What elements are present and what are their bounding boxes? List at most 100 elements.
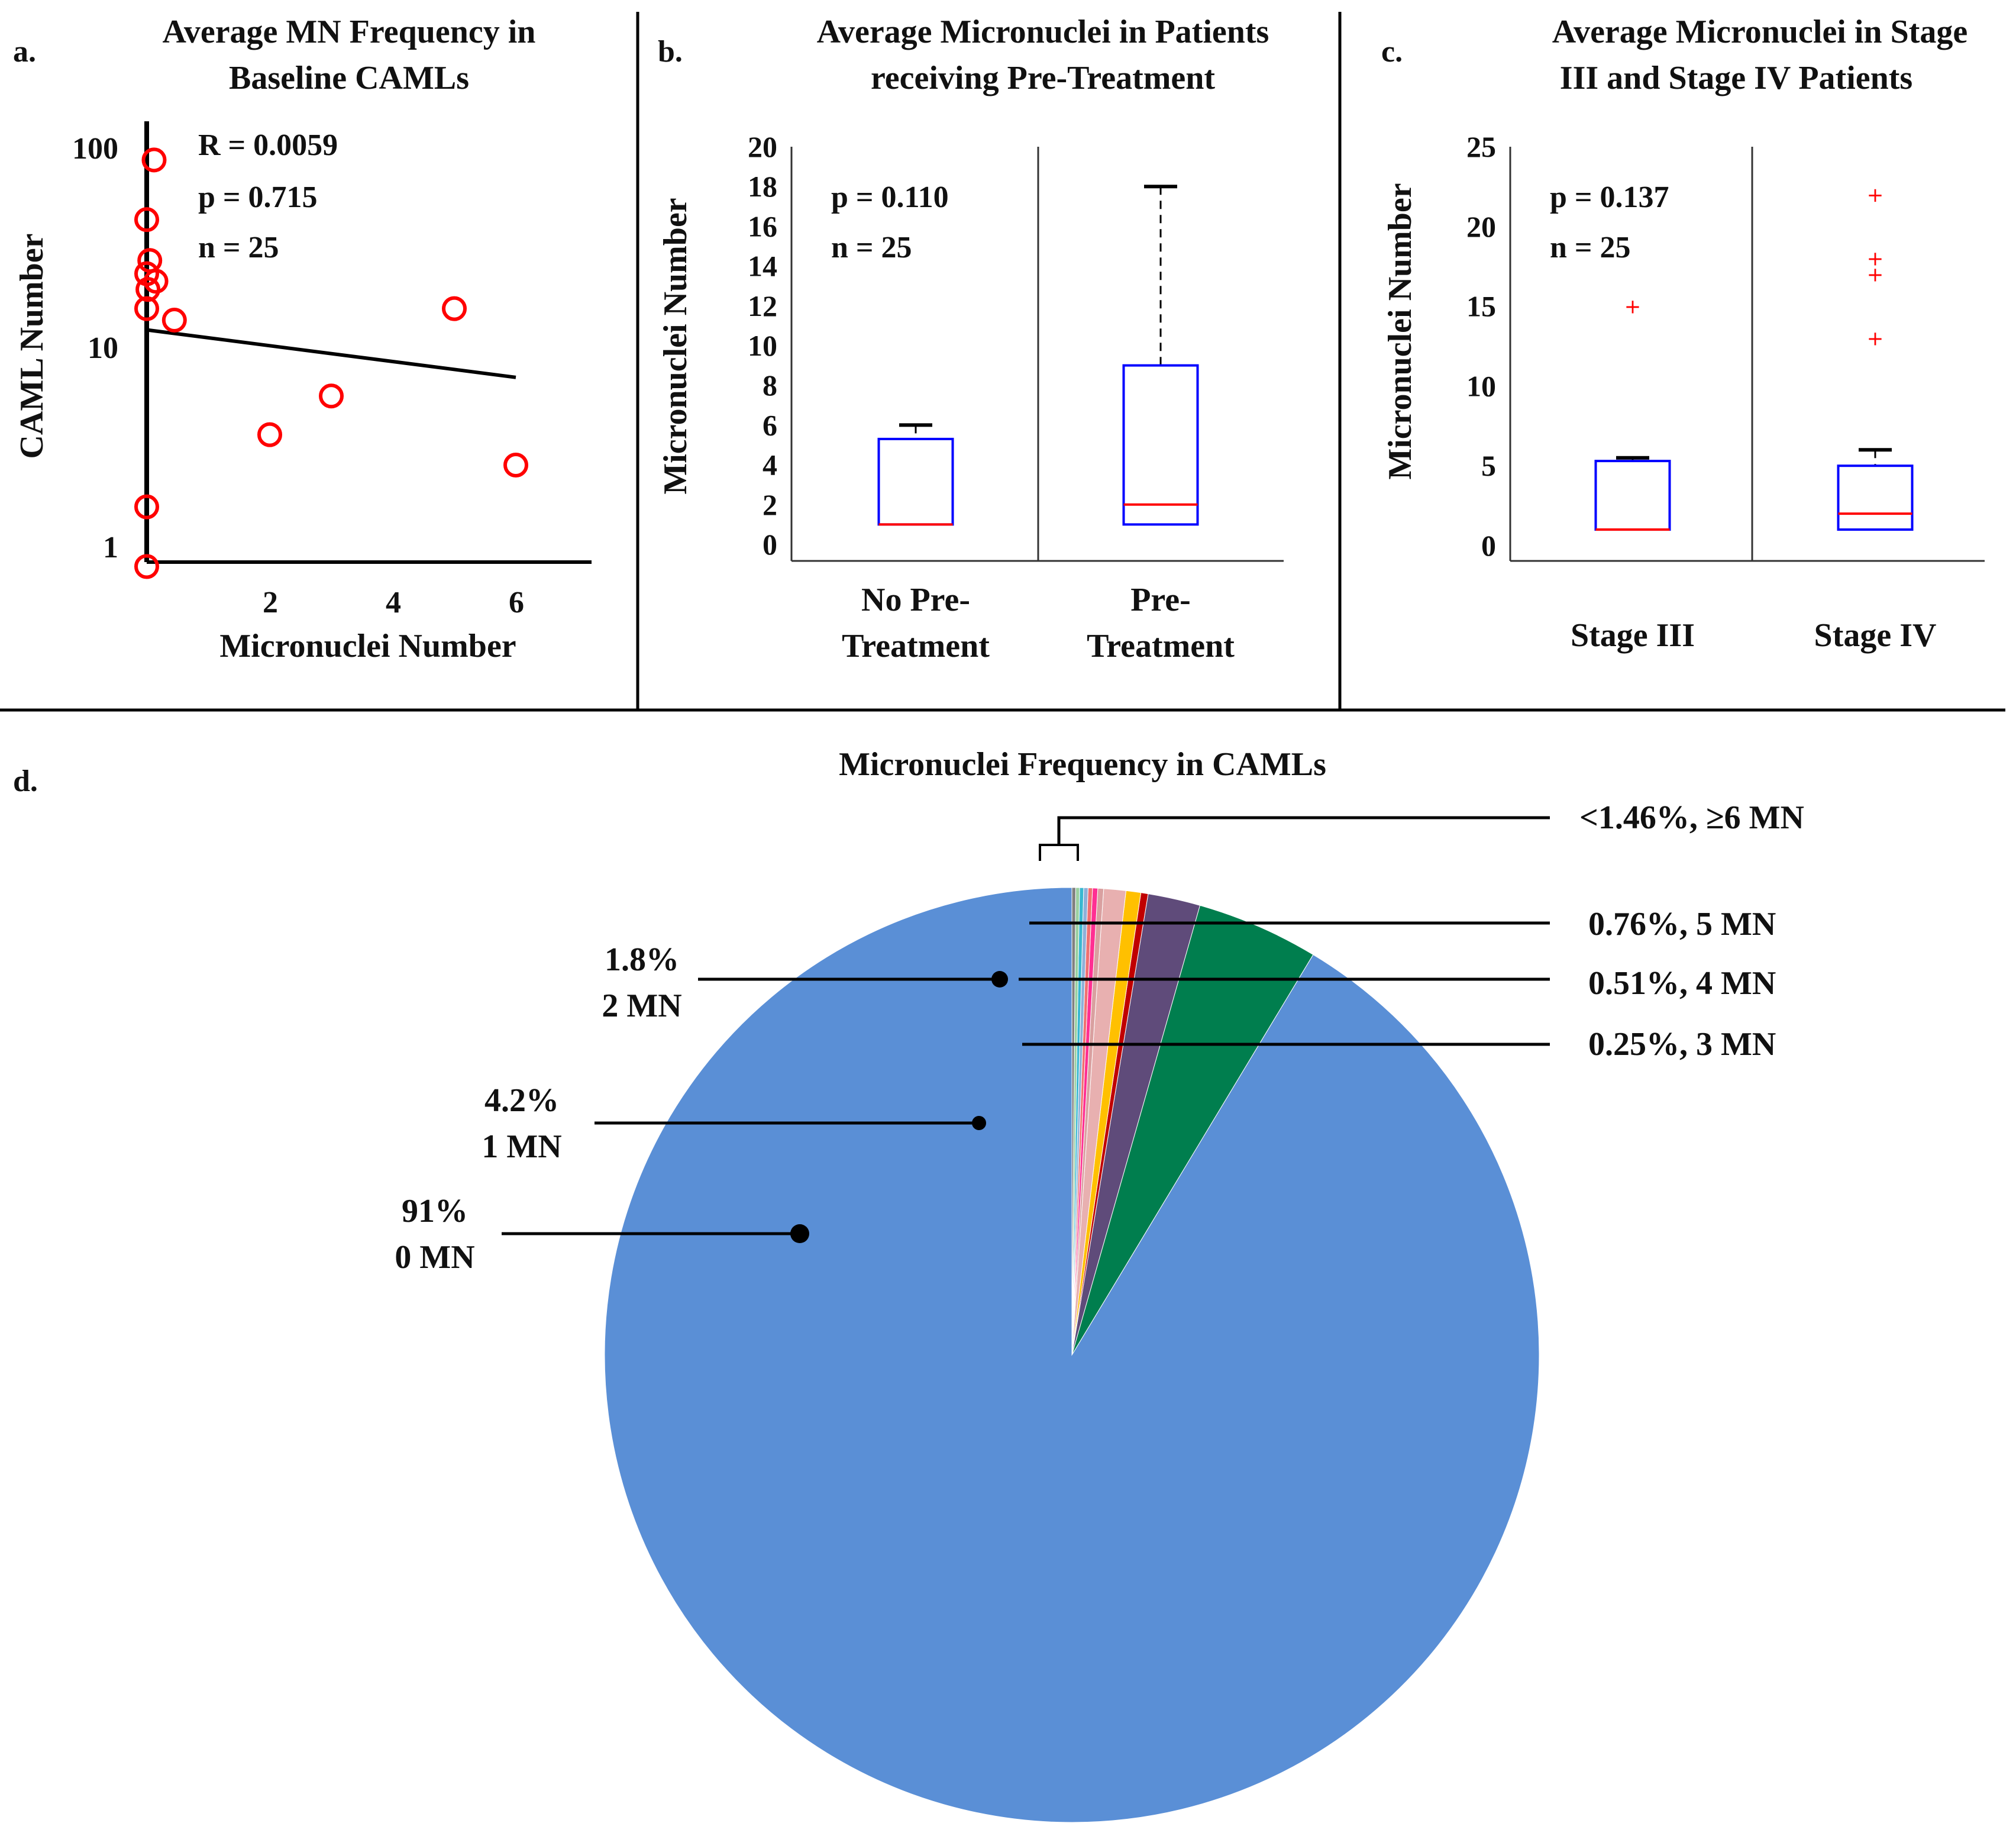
panel-b-ytick-12: 12 (748, 289, 777, 322)
panel-b-ytick-16: 16 (748, 209, 777, 243)
panel-c-ytick-15: 15 (1466, 290, 1496, 323)
panel-a-stat-p: p = 0.715 (198, 180, 318, 214)
scatter-point-10 (257, 422, 282, 447)
trend-line (146, 328, 516, 379)
panel-b-ytick-6: 6 (763, 408, 777, 441)
label-4mn: 0.51%, 4 MN (1588, 965, 1776, 1002)
panel-c-outlier-1-2: + (1867, 247, 1884, 271)
scatter-point-0 (141, 147, 167, 173)
scatter-point-13 (134, 554, 159, 579)
panel-c-outlier-1-1: + (1867, 263, 1884, 287)
panel-c-ytick-25: 25 (1466, 130, 1496, 163)
panel-d-letter: d. (13, 764, 38, 798)
scatter-point-1 (134, 207, 159, 233)
panel-b-group1-label-line1: No Pre- (861, 582, 970, 618)
label-0mn-pct: 91% (402, 1193, 468, 1230)
panel-a-letter: a. (13, 35, 36, 69)
panel-a-stat-r: R = 0.0059 (198, 128, 338, 162)
panel-c-ytick-0: 0 (1481, 529, 1496, 562)
leader-2mn-dot (991, 971, 1008, 988)
panel-b-group2-label-line2: Treatment (1087, 628, 1235, 664)
scatter-point-5 (135, 277, 161, 302)
panel-b-ytick-20: 20 (748, 130, 777, 163)
panel-c-ytick-10: 10 (1466, 369, 1496, 402)
scatter-point-11 (503, 452, 528, 477)
leader-1mn-dot (972, 1116, 986, 1130)
panel-c-ylabel: Micronuclei Number (1382, 183, 1419, 479)
panel-b-stat-p: p = 0.110 (831, 180, 949, 214)
panel-c-letter: c. (1381, 35, 1403, 69)
scatter-point-9 (319, 383, 344, 409)
panel-b-y-ticks: 0 2 4 6 8 10 12 14 16 18 20 (748, 130, 777, 561)
panel-a-xtick-4: 4 (386, 586, 401, 619)
scatter-point-4 (143, 269, 169, 294)
panel-c-ytick-5: 5 (1481, 449, 1496, 482)
panel-b-stat-n: n = 25 (831, 231, 912, 264)
panel-c: c. Average Micronuclei in Stage III and … (1381, 14, 1985, 654)
panel-a-trend (146, 328, 516, 379)
panel-b-ytick-2: 2 (763, 488, 777, 521)
panel-c-title-line1: Average Micronuclei in Stage (1552, 14, 1967, 50)
panel-b: b. Average Micronuclei in Patients recei… (657, 14, 1284, 664)
leader-6mn-bracket (1039, 844, 1079, 861)
label-6mn: <1.46%, ≥6 MN (1579, 799, 1804, 836)
panel-a-xtick-6: 6 (509, 586, 524, 619)
panel-a: a. Average MN Frequency in Baseline CAML… (13, 14, 592, 664)
panel-c-ytick-20: 20 (1466, 210, 1496, 243)
panel-c-stat-n: n = 25 (1550, 231, 1631, 264)
panel-b-boxes (877, 185, 1199, 526)
panel-a-ylabel: CAML Number (14, 233, 50, 459)
panel-a-ytick-1: 1 (103, 531, 118, 564)
panel-c-y-ticks: 0 5 10 15 20 25 (1466, 130, 1496, 562)
panel-b-group2-label-line1: Pre- (1130, 582, 1191, 618)
panel-a-xtick-2: 2 (263, 586, 278, 619)
label-1mn-name: 1 MN (482, 1128, 561, 1165)
panel-c-group2-label: Stage IV (1814, 617, 1937, 654)
panel-a-ytick-100: 100 (72, 132, 118, 166)
panel-d: d. Micronuclei Frequency in CAMLs 91% 0 … (13, 746, 1804, 1823)
panel-b-ytick-10: 10 (748, 329, 777, 362)
panel-b-letter: b. (658, 35, 683, 69)
pie-slice-12 (1071, 887, 1076, 1356)
panel-d-pie (604, 887, 1540, 1823)
panel-a-title-line2: Baseline CAMLs (229, 60, 469, 96)
panel-b-ytick-14: 14 (748, 250, 777, 283)
leader-0mn-dot (790, 1224, 809, 1243)
panel-d-title: Micronuclei Frequency in CAMLs (839, 746, 1326, 783)
label-5mn: 0.76%, 5 MN (1588, 906, 1776, 943)
panel-c-group1-label: Stage III (1571, 617, 1695, 654)
panel-a-stat-n: n = 25 (198, 231, 279, 264)
panel-b-ytick-8: 8 (763, 369, 777, 402)
label-0mn-name: 0 MN (395, 1239, 474, 1276)
label-2mn-name: 2 MN (602, 988, 681, 1024)
scatter-point-12 (134, 494, 159, 519)
panel-c-outlier-1-3: + (1867, 183, 1884, 207)
panel-a-ytick-10: 10 (88, 331, 118, 365)
panel-c-box-0 (1594, 460, 1671, 531)
panel-c-stat-p: p = 0.137 (1550, 180, 1669, 214)
panel-a-title-line1: Average MN Frequency in (163, 14, 536, 50)
panel-c-outlier-0-0: + (1624, 295, 1642, 319)
panel-a-xlabel: Micronuclei Number (219, 628, 516, 664)
panel-b-ytick-0: 0 (763, 528, 777, 561)
scatter-point-8 (442, 296, 467, 321)
panel-c-outlier-1-0: + (1867, 327, 1884, 351)
label-2mn-pct: 1.8% (605, 941, 679, 978)
panel-c-title-line2: III and Stage IV Patients (1560, 60, 1912, 96)
panel-b-title-line1: Average Micronuclei in Patients (817, 14, 1269, 50)
scatter-point-7 (161, 308, 187, 333)
panel-b-ytick-4: 4 (763, 448, 777, 482)
panel-b-box-1 (1122, 364, 1199, 526)
panel-b-ytick-18: 18 (748, 170, 777, 203)
panel-c-box-1 (1837, 464, 1914, 531)
leader-6mn (1057, 816, 1550, 845)
panel-b-title-line2: receiving Pre-Treatment (871, 60, 1215, 96)
label-1mn-pct: 4.2% (484, 1082, 559, 1119)
panel-a-points (134, 147, 528, 579)
panel-b-ylabel: Micronuclei Number (657, 198, 694, 494)
panel-b-box-0 (877, 437, 954, 526)
panel-c-boxes: +++++ (1594, 183, 1914, 531)
pie-slice-1 (1071, 905, 1314, 1356)
label-3mn: 0.25%, 3 MN (1588, 1026, 1776, 1063)
